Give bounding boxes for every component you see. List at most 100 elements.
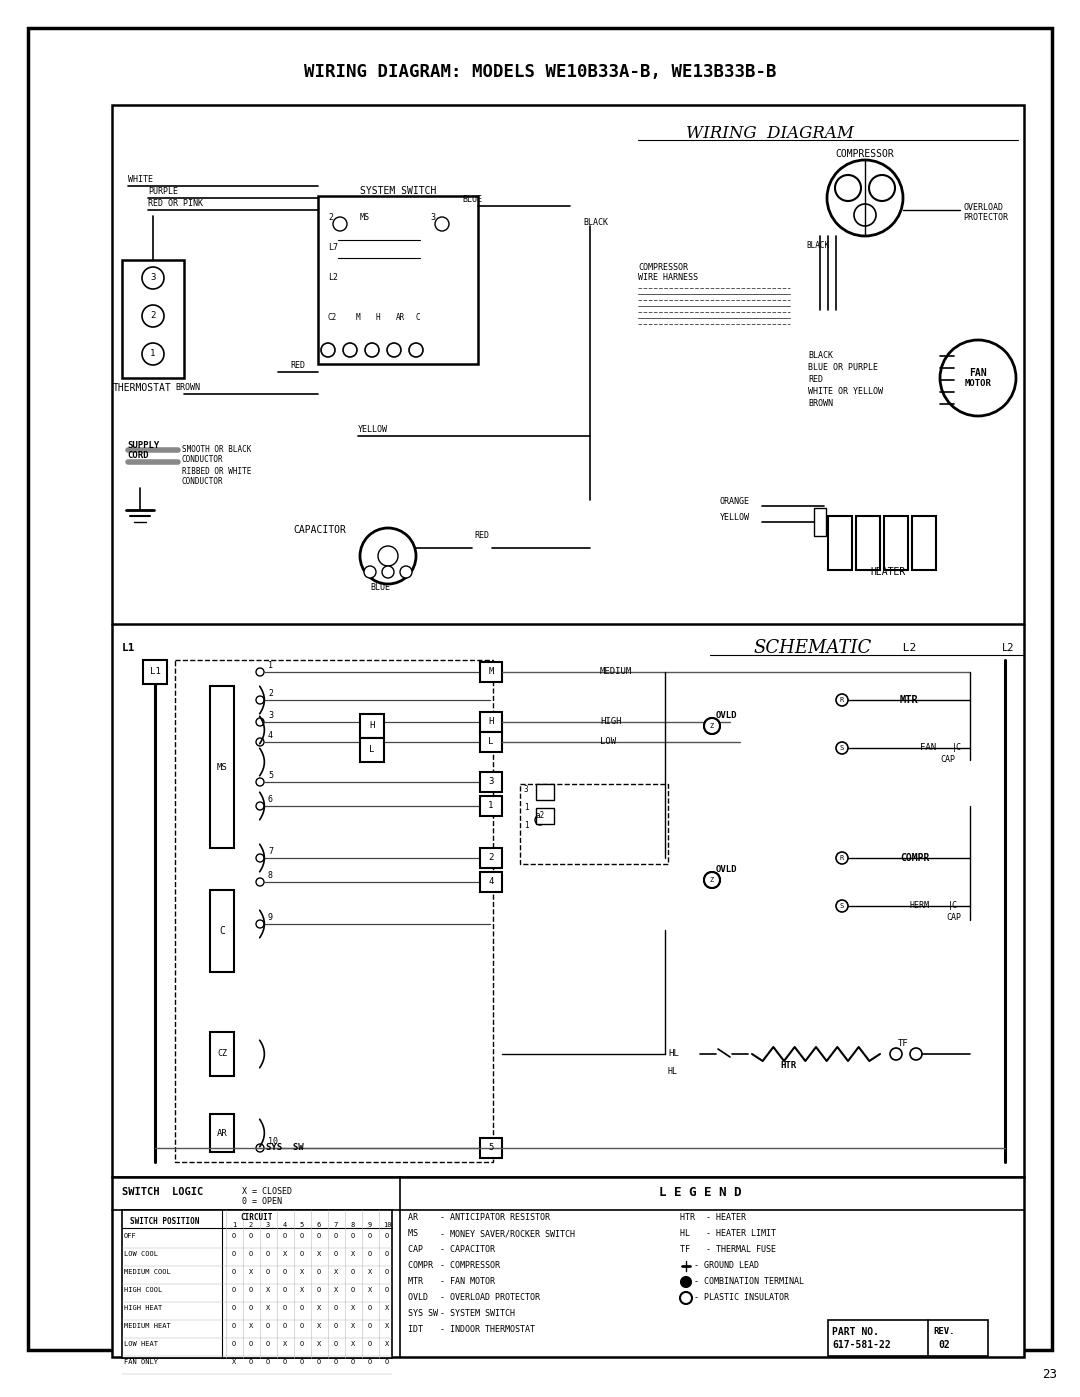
Text: a2: a2 <box>536 812 545 820</box>
Text: 10: 10 <box>268 1137 278 1147</box>
Text: O: O <box>368 1341 373 1347</box>
Text: O: O <box>368 1234 373 1239</box>
Text: - GROUND LEAD: - GROUND LEAD <box>694 1261 759 1270</box>
Bar <box>210 1113 234 1153</box>
Text: X: X <box>384 1323 389 1329</box>
Text: MEDIUM HEAT: MEDIUM HEAT <box>124 1323 171 1329</box>
Text: Z: Z <box>710 724 714 729</box>
Circle shape <box>940 339 1016 416</box>
Text: R: R <box>840 697 845 703</box>
Text: WIRE HARNESS: WIRE HARNESS <box>638 274 698 282</box>
Text: WIRING DIAGRAM: MODELS WE10B33A-B, WE13B33B-B: WIRING DIAGRAM: MODELS WE10B33A-B, WE13B… <box>303 63 777 81</box>
Text: O: O <box>351 1287 355 1294</box>
Text: OVLD: OVLD <box>408 1294 448 1302</box>
Circle shape <box>827 161 903 236</box>
Text: X: X <box>316 1323 321 1329</box>
Text: 10: 10 <box>382 1222 391 1228</box>
Text: O: O <box>316 1287 321 1294</box>
Text: PART NO.: PART NO. <box>832 1327 879 1337</box>
Text: X: X <box>248 1268 253 1275</box>
Circle shape <box>910 1048 922 1060</box>
Text: X = CLOSED: X = CLOSED <box>242 1187 292 1196</box>
Bar <box>536 784 554 800</box>
Text: L2: L2 <box>896 643 916 652</box>
Circle shape <box>256 778 264 787</box>
Text: TF: TF <box>680 1246 710 1255</box>
Text: 4: 4 <box>268 732 273 740</box>
Bar <box>480 1139 502 1158</box>
Text: - HEATER: - HEATER <box>706 1214 746 1222</box>
Text: WHITE: WHITE <box>129 176 153 184</box>
Circle shape <box>704 718 720 733</box>
Text: BLUE OR PURPLE: BLUE OR PURPLE <box>808 363 878 373</box>
Text: REV.: REV. <box>933 1327 955 1337</box>
Text: O: O <box>300 1359 305 1365</box>
Text: L1: L1 <box>150 668 160 676</box>
Text: O: O <box>351 1234 355 1239</box>
Text: X: X <box>351 1250 355 1257</box>
Text: MOTOR: MOTOR <box>964 379 991 387</box>
Text: O: O <box>368 1250 373 1257</box>
Circle shape <box>256 1144 264 1153</box>
Bar <box>828 515 852 570</box>
Circle shape <box>256 696 264 704</box>
Bar <box>112 105 1024 1178</box>
Text: O: O <box>283 1359 287 1365</box>
Text: X: X <box>266 1287 270 1294</box>
Text: SYSTEM SWITCH: SYSTEM SWITCH <box>360 186 436 196</box>
Text: 8: 8 <box>351 1222 355 1228</box>
Text: RED: RED <box>808 376 823 384</box>
Text: 3: 3 <box>266 1222 270 1228</box>
Text: HERM: HERM <box>910 901 930 911</box>
Text: R: R <box>840 855 845 861</box>
Text: BLACK: BLACK <box>583 218 608 226</box>
Text: X: X <box>300 1287 305 1294</box>
Text: O: O <box>300 1341 305 1347</box>
Text: |C: |C <box>951 743 962 753</box>
Bar <box>480 712 502 732</box>
Text: X: X <box>384 1341 389 1347</box>
Bar <box>112 1178 1024 1356</box>
Text: MEDIUM COOL: MEDIUM COOL <box>124 1268 171 1275</box>
Text: 2: 2 <box>268 690 273 698</box>
Text: O: O <box>232 1268 237 1275</box>
Circle shape <box>141 267 164 289</box>
Bar <box>856 515 880 570</box>
Bar <box>480 662 502 682</box>
Text: O: O <box>232 1234 237 1239</box>
Text: CIRCUIT: CIRCUIT <box>240 1214 272 1222</box>
Text: X: X <box>283 1341 287 1347</box>
Circle shape <box>704 718 720 733</box>
Text: SMOOTH OR BLACK: SMOOTH OR BLACK <box>183 446 252 454</box>
Text: MEDIUM: MEDIUM <box>600 668 632 676</box>
Text: C: C <box>219 926 225 936</box>
Text: RED OR PINK: RED OR PINK <box>148 200 203 208</box>
Text: O: O <box>266 1341 270 1347</box>
Text: - PLASTIC INSULATOR: - PLASTIC INSULATOR <box>694 1294 789 1302</box>
Text: 5: 5 <box>268 771 273 781</box>
Circle shape <box>704 872 720 888</box>
Text: X: X <box>351 1323 355 1329</box>
Circle shape <box>256 802 264 810</box>
Text: 4: 4 <box>488 877 494 887</box>
Text: RED: RED <box>474 531 489 541</box>
Text: O: O <box>283 1323 287 1329</box>
Text: X: X <box>316 1305 321 1310</box>
Circle shape <box>836 694 848 705</box>
Circle shape <box>681 1277 691 1287</box>
Text: 1: 1 <box>488 802 494 810</box>
Circle shape <box>854 204 876 226</box>
Text: M: M <box>356 313 361 323</box>
Text: 6: 6 <box>268 795 273 805</box>
Text: 2: 2 <box>328 214 333 222</box>
Circle shape <box>256 738 264 746</box>
Text: L1: L1 <box>122 643 135 652</box>
Text: COMPRESSOR: COMPRESSOR <box>638 264 688 272</box>
Text: 23: 23 <box>1042 1369 1057 1382</box>
Text: WIRING  DIAGRAM: WIRING DIAGRAM <box>686 124 854 141</box>
Text: PURPLE: PURPLE <box>148 187 178 197</box>
Text: LOW HEAT: LOW HEAT <box>124 1341 158 1347</box>
Text: X: X <box>248 1323 253 1329</box>
Text: O: O <box>316 1268 321 1275</box>
Text: PROTECTOR: PROTECTOR <box>963 212 1008 222</box>
